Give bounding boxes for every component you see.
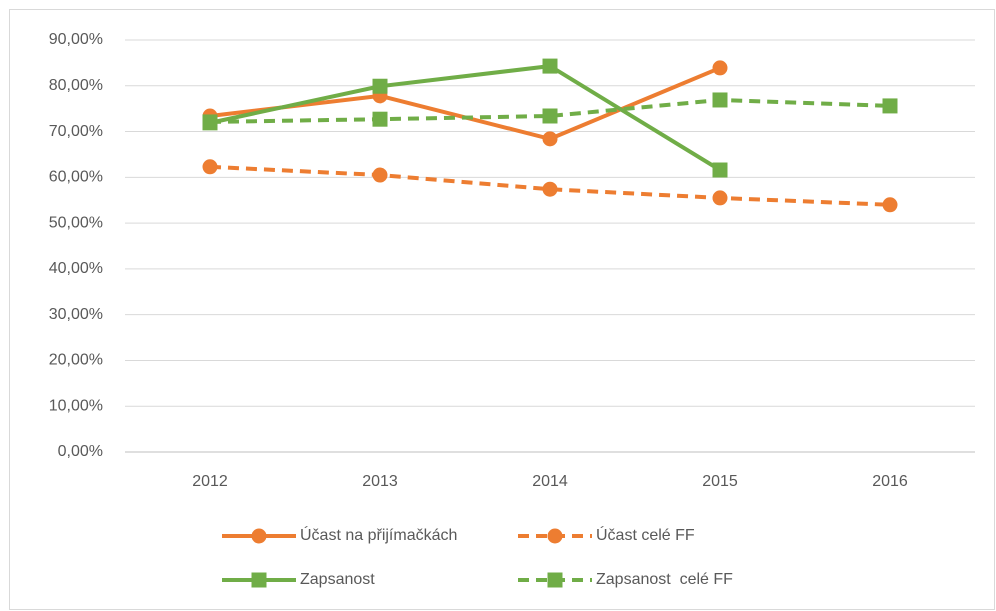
data-point xyxy=(882,98,898,114)
series-line xyxy=(209,97,891,124)
x-tick-label: 2014 xyxy=(532,473,568,490)
legend-marker xyxy=(547,572,563,588)
data-point xyxy=(542,131,558,147)
y-tick-label: 50,00% xyxy=(49,214,103,231)
data-point xyxy=(712,92,728,108)
y-tick-label: 10,00% xyxy=(49,397,103,414)
data-point xyxy=(372,78,388,94)
data-point xyxy=(712,190,728,206)
x-tick-label: 2012 xyxy=(192,473,228,490)
data-point xyxy=(542,108,558,124)
y-tick-label: 20,00% xyxy=(49,352,103,369)
y-tick-label: 60,00% xyxy=(49,169,103,186)
data-point xyxy=(202,159,218,175)
x-tick-label: 2013 xyxy=(362,473,398,490)
data-point xyxy=(542,58,558,74)
data-point xyxy=(542,181,558,197)
x-tick-label: 2016 xyxy=(872,473,908,490)
x-tick-label: 2015 xyxy=(702,473,738,490)
data-point xyxy=(372,111,388,127)
y-tick-label: 90,00% xyxy=(49,31,103,48)
legend-marker xyxy=(251,572,267,588)
data-point xyxy=(712,162,728,178)
legend-label: Zapsanost celé FF xyxy=(596,571,733,588)
data-point xyxy=(882,197,898,213)
data-point xyxy=(372,167,388,183)
y-tick-label: 30,00% xyxy=(49,306,103,323)
legend-marker xyxy=(547,528,563,544)
y-tick-label: 70,00% xyxy=(49,123,103,140)
y-tick-label: 0,00% xyxy=(58,443,103,460)
legend-label: Účast na přijímačkách xyxy=(300,525,457,544)
chart-frame xyxy=(9,9,995,610)
legend-label: Zapsanost xyxy=(300,571,375,588)
y-tick-label: 80,00% xyxy=(49,77,103,94)
series-line xyxy=(209,64,722,172)
data-point xyxy=(202,114,218,130)
data-point xyxy=(712,60,728,76)
series-line xyxy=(209,164,891,207)
legend-label: Účast celé FF xyxy=(596,525,695,544)
y-tick-label: 40,00% xyxy=(49,260,103,277)
legend-marker xyxy=(251,528,267,544)
